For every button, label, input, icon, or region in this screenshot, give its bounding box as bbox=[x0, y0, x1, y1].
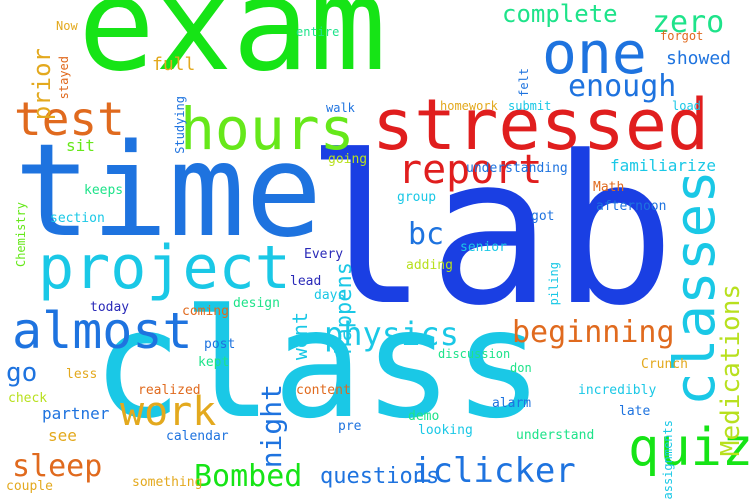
word-days: days bbox=[314, 288, 346, 303]
word-physics: physics bbox=[324, 315, 459, 353]
word-stressed: stressed bbox=[372, 84, 710, 166]
word-went: went bbox=[288, 312, 312, 361]
word-almost: almost bbox=[12, 302, 193, 360]
word-keeps: keeps bbox=[84, 183, 124, 198]
word-piling: piling bbox=[547, 262, 561, 306]
word-happens: happens bbox=[332, 262, 357, 355]
word-alarm: alarm bbox=[492, 396, 532, 411]
word-every: Every bbox=[304, 247, 344, 262]
word-felt: felt bbox=[517, 68, 531, 97]
word-looking: looking bbox=[418, 423, 473, 438]
word-see: see bbox=[48, 426, 77, 445]
word-beginning: beginning bbox=[512, 315, 675, 350]
word-late: late bbox=[619, 404, 651, 419]
word-adding: adding bbox=[406, 258, 453, 273]
word-section: section bbox=[50, 211, 105, 226]
word-quiz: quiz bbox=[628, 418, 750, 478]
word-couple: couple bbox=[6, 479, 53, 494]
word-coming: coming bbox=[182, 304, 229, 319]
word-complete: complete bbox=[502, 0, 618, 28]
word-calendar: calendar bbox=[166, 429, 229, 444]
word-bc: bc bbox=[408, 217, 445, 252]
word-project: project bbox=[38, 233, 291, 303]
word-content: content bbox=[296, 383, 351, 398]
word-showed: showed bbox=[666, 48, 732, 69]
word-submit: submit bbox=[508, 99, 552, 113]
word-go: go bbox=[6, 358, 38, 388]
word-understand: understand bbox=[516, 428, 595, 443]
word-homework: homework bbox=[440, 99, 498, 113]
word-post: post bbox=[204, 337, 236, 352]
word-medications: Medications bbox=[716, 284, 746, 457]
word-familiarize: familiarize bbox=[610, 156, 716, 175]
word-time: time bbox=[14, 117, 323, 266]
word-questions: questions bbox=[320, 464, 440, 489]
word-kept: kept bbox=[198, 355, 230, 370]
word-chemistry: Chemistry bbox=[14, 202, 28, 268]
word-senior: senior bbox=[460, 240, 507, 255]
word-crunch: Crunch bbox=[641, 357, 688, 372]
word-one: one bbox=[542, 19, 647, 87]
word-prior: prior bbox=[28, 48, 56, 121]
word-demo: demo bbox=[408, 409, 440, 424]
word-report: report bbox=[398, 147, 543, 193]
word-less: less bbox=[66, 367, 98, 382]
word-got: got bbox=[531, 209, 555, 224]
word-now: Now bbox=[56, 19, 78, 33]
word-going: going bbox=[328, 152, 368, 167]
word-walk: walk bbox=[326, 101, 355, 115]
word-enough: enough bbox=[568, 69, 677, 104]
word-check: check bbox=[8, 391, 48, 406]
word-full: full bbox=[152, 54, 196, 75]
word-forgot: forgot bbox=[660, 29, 704, 43]
word-understanding: understanding bbox=[466, 161, 568, 176]
word-discussion: discussion bbox=[438, 347, 511, 361]
word-night: night bbox=[255, 384, 288, 469]
word-today: today bbox=[90, 300, 130, 315]
word-test: test bbox=[14, 92, 125, 146]
word-lead: lead bbox=[290, 274, 322, 289]
word-sleep: sleep bbox=[12, 449, 103, 484]
word-design: design bbox=[233, 296, 280, 311]
word-iclicker: iclicker bbox=[412, 451, 576, 491]
word-lab: lab bbox=[305, 113, 676, 351]
word-load: load bbox=[672, 99, 701, 113]
word-incredibly: incredibly bbox=[578, 383, 657, 398]
word-pre: pre bbox=[338, 419, 362, 434]
word-work: work bbox=[120, 389, 217, 435]
word-stayed: stayed bbox=[57, 56, 71, 100]
word-entire: entire bbox=[296, 25, 340, 39]
word-assignments: assignments bbox=[661, 420, 675, 500]
word-zero: zero bbox=[652, 5, 725, 40]
word-class: class bbox=[92, 278, 544, 452]
word-something: something bbox=[132, 475, 203, 490]
word-partner: partner bbox=[42, 404, 110, 423]
word-bombed: Bombed bbox=[194, 459, 303, 494]
word-exam: exam bbox=[78, 0, 387, 100]
word-afternoon: afternoon bbox=[596, 199, 667, 214]
word-don: don bbox=[510, 361, 532, 375]
word-studying: Studying bbox=[173, 96, 187, 154]
word-sit: sit bbox=[66, 136, 95, 155]
word-group: group bbox=[397, 190, 437, 205]
word-math: Math bbox=[593, 180, 625, 195]
word-realized: realized bbox=[138, 383, 201, 398]
word-hours: hours bbox=[180, 95, 355, 163]
